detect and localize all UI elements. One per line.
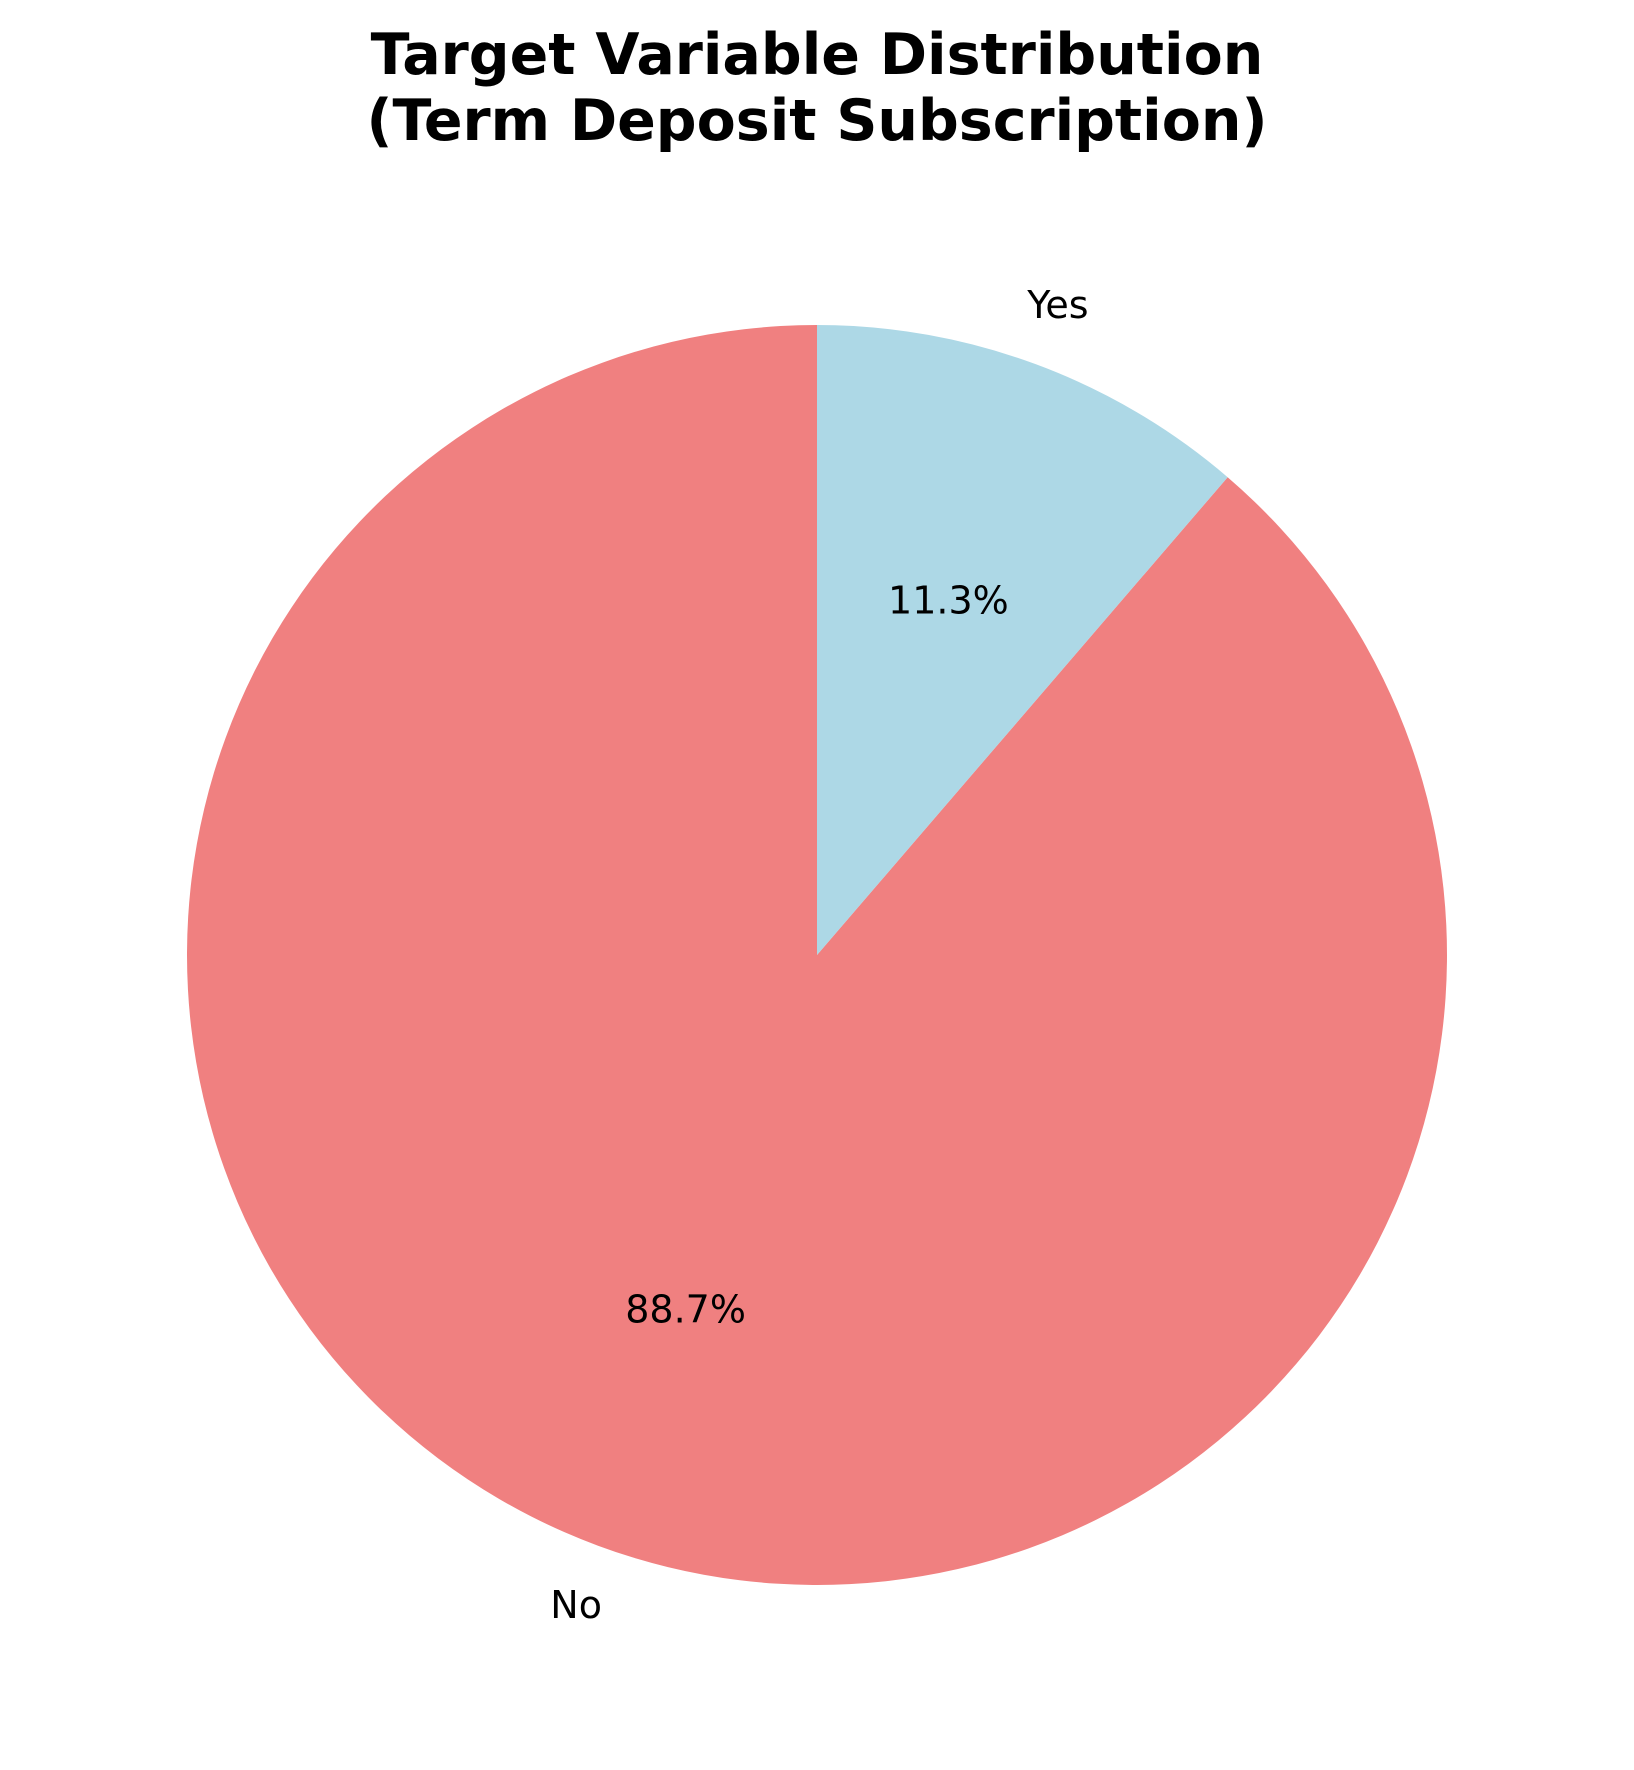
- slice-label-no: No: [550, 1583, 602, 1627]
- slice-percent-no: 88.7%: [625, 1287, 746, 1331]
- slice-percent-yes: 11.3%: [888, 579, 1009, 623]
- pie-slice-yes: [817, 325, 1228, 955]
- pie-slices: [187, 325, 1448, 1586]
- pie-slice-no: [187, 325, 1448, 1586]
- slice-label-yes: Yes: [1026, 283, 1088, 327]
- chart-title-line-2: (Term Deposit Subscription): [366, 88, 1268, 154]
- chart-title-line-1: Target Variable Distribution: [370, 22, 1264, 88]
- pie-labels: No 88.7% Yes 11.3%: [550, 283, 1088, 1627]
